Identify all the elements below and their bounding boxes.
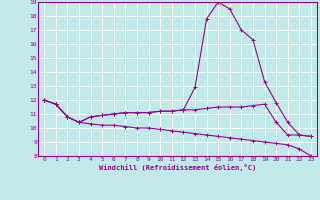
X-axis label: Windchill (Refroidissement éolien,°C): Windchill (Refroidissement éolien,°C): [99, 164, 256, 171]
